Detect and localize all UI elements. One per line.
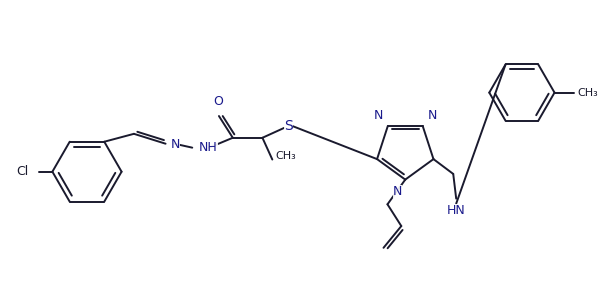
Text: O: O (213, 95, 223, 108)
Text: N: N (374, 109, 383, 122)
Text: S: S (284, 119, 293, 133)
Text: HN: HN (447, 204, 466, 217)
Text: N: N (393, 184, 402, 197)
Text: N: N (428, 109, 437, 122)
Text: NH: NH (199, 141, 218, 154)
Text: N: N (170, 138, 180, 151)
Text: CH₃: CH₃ (275, 151, 296, 162)
Text: Cl: Cl (16, 165, 29, 178)
Text: CH₃: CH₃ (577, 88, 598, 98)
